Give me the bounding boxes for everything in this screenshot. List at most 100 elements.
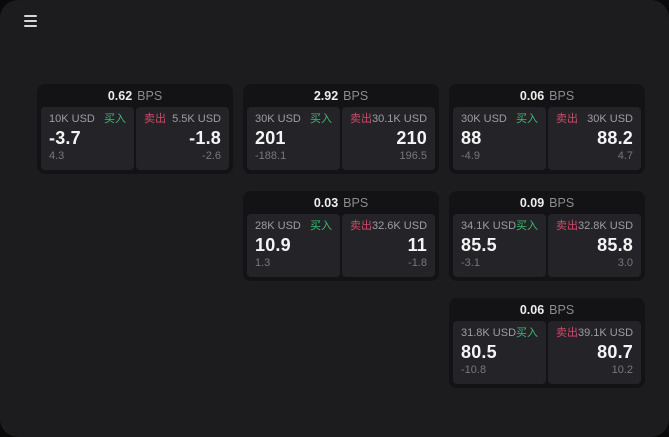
- sell-size-label: 39.1K USD: [577, 327, 634, 339]
- sell-price: -1.8: [189, 128, 221, 148]
- quote-card: 0.06 BPS 30K USD 买入 88 -4.9 卖出 30K USD 8…: [449, 84, 645, 174]
- sell-price: 85.8: [597, 235, 633, 255]
- sell-panel-top-row: 卖出 5.5K USD: [144, 113, 221, 126]
- bps-unit-label: BPS: [343, 88, 369, 103]
- bps-value: 0.06: [519, 88, 545, 103]
- buy-panel-top-row: 10K USD 买入: [49, 113, 126, 126]
- bps-value: 0.06: [519, 302, 545, 317]
- buy-size-label: 28K USD: [255, 220, 301, 232]
- sell-size-label: 5.5K USD: [172, 113, 221, 125]
- sell-panel[interactable]: 卖出 39.1K USD 80.7 10.2: [548, 321, 641, 384]
- buy-price: 85.5: [461, 235, 497, 255]
- buy-tag: 买入: [516, 113, 538, 125]
- bps-unit-label: BPS: [343, 195, 369, 210]
- sell-panel[interactable]: 卖出 32.6K USD 11 -1.8: [342, 214, 435, 277]
- sell-panel-top-row: 卖出 32.8K USD: [556, 220, 633, 233]
- hamburger-bar: [24, 15, 37, 17]
- buy-sub-value: -3.1: [461, 257, 480, 269]
- buy-sub-value: -10.8: [461, 364, 487, 376]
- bps-value: 2.92: [313, 88, 339, 103]
- hamburger-bar: [24, 25, 37, 27]
- sell-tag: 卖出: [144, 113, 166, 125]
- buy-tag: 买入: [516, 220, 539, 232]
- sell-price: 210: [396, 128, 427, 148]
- sell-panel-top-row: 卖出 30K USD: [556, 113, 633, 126]
- sell-panel[interactable]: 卖出 5.5K USD -1.8 -2.6: [136, 107, 229, 170]
- quote-panels: 30K USD 买入 201 -188.1 卖出 30.1K USD 210 1…: [243, 107, 439, 174]
- sell-sub-value: 10.2: [611, 364, 633, 376]
- card-grid: 0.62 BPS 10K USD 买入 -3.7 4.3 卖出 5.5K USD…: [37, 84, 645, 388]
- buy-tag: 买入: [516, 327, 539, 339]
- bps-unit-label: BPS: [137, 88, 163, 103]
- hamburger-menu-icon[interactable]: [22, 13, 39, 29]
- buy-sub-value: 1.3: [255, 257, 271, 269]
- quote-panels: 10K USD 买入 -3.7 4.3 卖出 5.5K USD -1.8 -2.…: [37, 107, 233, 174]
- bps-header: 0.06 BPS: [449, 84, 645, 107]
- sell-sub-value: 196.5: [399, 150, 427, 162]
- quote-panels: 28K USD 买入 10.9 1.3 卖出 32.6K USD 11 -1.8: [243, 214, 439, 281]
- buy-panel[interactable]: 34.1K USD 买入 85.5 -3.1: [453, 214, 546, 277]
- buy-tag: 买入: [104, 113, 126, 125]
- quote-card: 2.92 BPS 30K USD 买入 201 -188.1 卖出 30.1K …: [243, 84, 439, 174]
- buy-panel-top-row: 28K USD 买入: [255, 220, 332, 233]
- bps-header: 0.03 BPS: [243, 191, 439, 214]
- bps-value: 0.62: [107, 88, 133, 103]
- sell-size-label: 32.8K USD: [577, 220, 634, 232]
- buy-sub-value: 4.3: [49, 150, 65, 162]
- bps-unit-label: BPS: [549, 88, 575, 103]
- sell-panel[interactable]: 卖出 30.1K USD 210 196.5: [342, 107, 435, 170]
- sell-sub-value: 3.0: [617, 257, 633, 269]
- bps-unit-label: BPS: [549, 302, 575, 317]
- buy-panel-top-row: 30K USD 买入: [461, 113, 538, 126]
- bps-header: 0.06 BPS: [449, 298, 645, 321]
- sell-sub-value: 4.7: [617, 150, 633, 162]
- sell-price: 88.2: [597, 128, 633, 148]
- buy-size-label: 30K USD: [255, 113, 301, 125]
- sell-tag: 卖出: [556, 113, 578, 125]
- sell-tag: 卖出: [556, 327, 578, 339]
- sell-panel-top-row: 卖出 32.6K USD: [350, 220, 427, 233]
- buy-sub-value: -188.1: [255, 150, 287, 162]
- buy-panel-top-row: 31.8K USD 买入: [461, 327, 538, 340]
- buy-price: 10.9: [255, 235, 291, 255]
- buy-panel[interactable]: 28K USD 买入 10.9 1.3: [247, 214, 340, 277]
- bps-value: 0.09: [519, 195, 545, 210]
- buy-size-label: 34.1K USD: [461, 220, 517, 232]
- bps-unit-label: BPS: [549, 195, 575, 210]
- sell-panel[interactable]: 卖出 30K USD 88.2 4.7: [548, 107, 641, 170]
- buy-tag: 买入: [310, 113, 332, 125]
- buy-size-label: 31.8K USD: [461, 327, 517, 339]
- hamburger-bar: [24, 20, 37, 22]
- quote-card: 0.03 BPS 28K USD 买入 10.9 1.3 卖出 32.6K US…: [243, 191, 439, 281]
- bps-value: 0.03: [313, 195, 339, 210]
- quote-panels: 30K USD 买入 88 -4.9 卖出 30K USD 88.2 4.7: [449, 107, 645, 174]
- buy-panel-top-row: 34.1K USD 买入: [461, 220, 538, 233]
- sell-sub-value: -1.8: [408, 257, 427, 269]
- buy-panel[interactable]: 31.8K USD 买入 80.5 -10.8: [453, 321, 546, 384]
- sell-panel-top-row: 卖出 39.1K USD: [556, 327, 633, 340]
- sell-price: 11: [407, 235, 427, 255]
- buy-price: 88: [461, 128, 482, 148]
- sell-panel[interactable]: 卖出 32.8K USD 85.8 3.0: [548, 214, 641, 277]
- buy-panel[interactable]: 10K USD 买入 -3.7 4.3: [41, 107, 134, 170]
- sell-price: 80.7: [597, 342, 633, 362]
- sell-tag: 卖出: [556, 220, 578, 232]
- buy-price: 80.5: [461, 342, 497, 362]
- quote-panels: 31.8K USD 买入 80.5 -10.8 卖出 39.1K USD 80.…: [449, 321, 645, 388]
- buy-price: 201: [255, 128, 286, 148]
- quote-card: 0.09 BPS 34.1K USD 买入 85.5 -3.1 卖出 32.8K…: [449, 191, 645, 281]
- buy-tag: 买入: [310, 220, 332, 232]
- buy-panel[interactable]: 30K USD 买入 88 -4.9: [453, 107, 546, 170]
- quote-card: 0.62 BPS 10K USD 买入 -3.7 4.3 卖出 5.5K USD…: [37, 84, 233, 174]
- sell-size-label: 30.1K USD: [371, 113, 428, 125]
- sell-tag: 卖出: [350, 113, 372, 125]
- buy-size-label: 30K USD: [461, 113, 507, 125]
- sell-panel-top-row: 卖出 30.1K USD: [350, 113, 427, 126]
- sell-size-label: 32.6K USD: [371, 220, 428, 232]
- bps-header: 0.09 BPS: [449, 191, 645, 214]
- buy-price: -3.7: [49, 128, 81, 148]
- buy-panel-top-row: 30K USD 买入: [255, 113, 332, 126]
- buy-panel[interactable]: 30K USD 买入 201 -188.1: [247, 107, 340, 170]
- sell-sub-value: -2.6: [202, 150, 221, 162]
